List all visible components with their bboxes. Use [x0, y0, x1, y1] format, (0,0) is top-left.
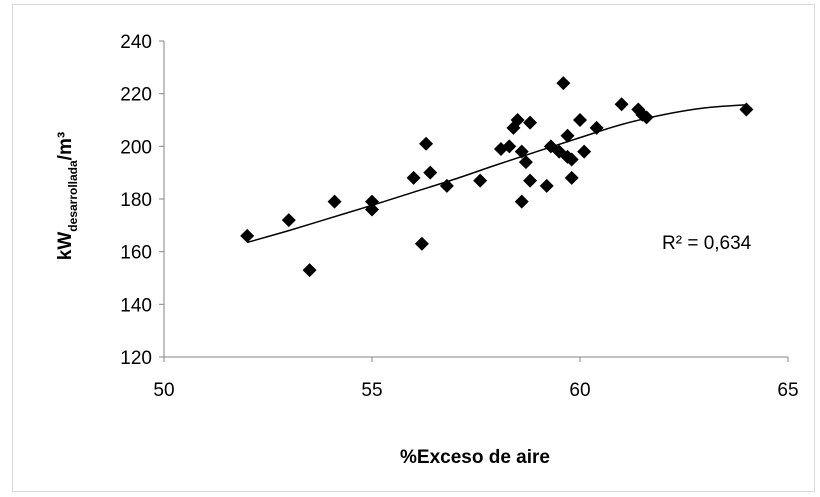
x-tick-label: 65	[777, 380, 798, 401]
data-point	[523, 173, 538, 188]
data-point	[327, 194, 342, 209]
data-point	[589, 120, 604, 135]
y-axis-label-main: kW	[55, 232, 76, 261]
data-point	[414, 236, 429, 251]
data-point	[739, 102, 754, 117]
x-axis-label: %Exceso de aire	[400, 447, 550, 468]
data-point	[302, 263, 317, 278]
chart-area	[12, 4, 815, 492]
data-point	[439, 178, 454, 193]
data-point	[514, 194, 529, 209]
data-point	[573, 113, 587, 127]
data-point	[419, 136, 434, 151]
y-axis-label: kWdesarrollada/m³	[55, 132, 80, 260]
y-axis-label-suffix: /m³	[55, 132, 76, 161]
data-point	[639, 110, 654, 125]
data-point	[560, 128, 575, 143]
data-point	[365, 194, 379, 209]
data-point	[556, 76, 571, 91]
data-point	[523, 115, 538, 130]
y-tick-label: 240	[120, 32, 152, 53]
data-point	[577, 144, 592, 159]
data-point	[564, 152, 579, 167]
y-tick-label: 200	[120, 137, 152, 158]
x-tick-label: 55	[361, 380, 382, 401]
y-tick-label: 180	[120, 190, 152, 211]
x-tick-label: 60	[569, 380, 590, 401]
r-squared-annotation: R² = 0,634	[662, 233, 752, 254]
data-point	[406, 170, 421, 185]
trendline	[246, 103, 747, 244]
data-point	[564, 170, 579, 185]
y-axis-label-subscript: desarrollada	[66, 160, 80, 232]
data-point	[240, 228, 255, 243]
trendline-group	[246, 103, 747, 244]
data-point	[518, 155, 533, 170]
y-tick-label: 120	[120, 348, 152, 369]
x-tick-label: 50	[153, 380, 174, 401]
data-point	[502, 139, 517, 154]
data-point	[365, 202, 379, 217]
data-point	[281, 213, 296, 228]
data-points	[240, 76, 754, 278]
data-point	[514, 144, 529, 159]
data-point	[614, 97, 629, 112]
y-tick-labels: 120 140 160 180 200 220 240	[120, 32, 164, 369]
y-tick-label: 140	[120, 295, 152, 316]
y-tick-label: 160	[120, 243, 152, 264]
data-point	[510, 113, 525, 127]
data-point	[423, 165, 438, 180]
axes	[163, 41, 788, 358]
y-tick-label: 220	[120, 85, 152, 106]
x-tick-labels: 50 55 60 65	[153, 357, 799, 401]
data-point	[539, 178, 554, 193]
data-point	[473, 173, 488, 188]
